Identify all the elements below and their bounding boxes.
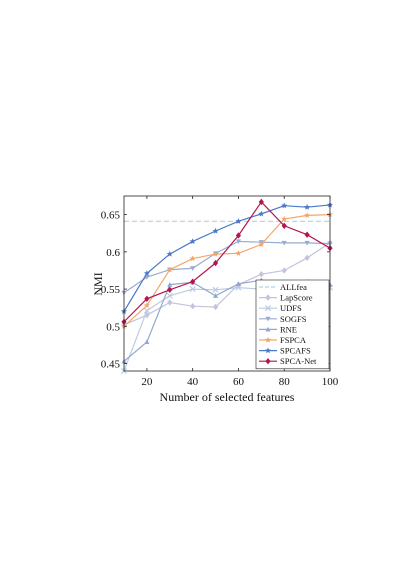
legend-label-allfea: ALLfea (280, 282, 307, 292)
legend-label-rne: RNE (280, 324, 297, 334)
data-point-rne (212, 293, 219, 298)
legend-marker-lapscore (265, 294, 271, 301)
data-point-fspca (166, 266, 173, 273)
x-tick-label: 100 (322, 376, 339, 388)
data-point-fspca (235, 250, 242, 256)
legend-marker-spca-net (265, 358, 271, 365)
data-point-sogfs (281, 240, 287, 246)
data-point-lapscore (304, 254, 310, 262)
legend-label-fspca: FSPCA (280, 335, 307, 345)
legend-marker-fspca (264, 336, 272, 343)
series-line-lapscore (123, 242, 331, 326)
y-tick-label: 0.5 (106, 321, 120, 333)
data-point-spca-net (190, 278, 196, 285)
data-point-spcafs (189, 238, 196, 245)
data-point-lapscore (281, 267, 287, 274)
data-point-spcafs (212, 227, 219, 234)
data-point-fspca (304, 212, 311, 218)
data-point-udfs (189, 286, 196, 293)
data-point-sogfs (304, 240, 310, 246)
series-line-spca-net (123, 201, 331, 323)
y-tick-label: 0.55 (101, 284, 121, 296)
legend-marker-udfs (264, 305, 272, 312)
data-point-spcafs (143, 270, 150, 277)
data-point-fspca (189, 255, 196, 262)
legend-label-lapscore: LapScore (280, 293, 313, 303)
data-point-udfs (143, 307, 150, 314)
data-point-fspca (258, 241, 265, 247)
data-point-fspca (212, 250, 219, 257)
data-point-sogfs (190, 266, 196, 271)
x-tick-label: 60 (233, 376, 245, 388)
data-point-spca-net (258, 198, 264, 206)
x-tick-label: 80 (279, 376, 291, 388)
data-point-spcafs (235, 218, 242, 224)
x-tick-label: 20 (141, 376, 153, 388)
data-point-udfs (212, 286, 219, 293)
data-point-spca-net (304, 231, 310, 238)
legend-label-spca-net: SPCA-Net (280, 356, 317, 366)
data-point-sogfs (235, 239, 242, 245)
x-tick-label: 40 (187, 376, 199, 388)
y-tick-label: 0.65 (101, 210, 121, 222)
legend: ALLfeaLapScoreUDFSSOGFSRNEFSPCASPCAFSSPC… (255, 279, 330, 370)
data-point-fspca (143, 302, 150, 309)
data-point-spcafs (258, 210, 265, 217)
data-point-spca-net (235, 232, 242, 239)
legend-label-udfs: UDFS (280, 303, 302, 313)
data-point-rne (144, 339, 150, 345)
data-point-spcafs (166, 250, 173, 257)
data-point-lapscore (190, 303, 196, 310)
data-point-udfs (166, 292, 173, 299)
y-tick-label: 0.45 (101, 359, 121, 371)
series-line-sogfs (123, 240, 331, 294)
x-axis-label: Number of selected features (160, 390, 295, 404)
data-point-spca-net (167, 286, 173, 294)
data-point-spca-net (144, 295, 150, 302)
data-point-lapscore (258, 270, 264, 278)
data-point-rne (235, 281, 242, 286)
series-line-fspca (123, 214, 331, 327)
y-tick-label: 0.6 (106, 247, 120, 259)
data-point-spca-net (212, 259, 219, 267)
legend-label-sogfs: SOGFS (280, 314, 307, 324)
data-point-fspca (281, 215, 288, 222)
legend-marker-rne (265, 326, 271, 332)
axes-frame (123, 195, 331, 372)
legend-marker-spcafs (264, 347, 272, 354)
legend-label-spcafs: SPCAFS (280, 346, 311, 356)
legend-marker-sogfs (265, 316, 271, 322)
data-point-lapscore (212, 303, 219, 311)
data-point-spcafs (281, 202, 288, 209)
data-point-spca-net (281, 222, 287, 229)
data-point-lapscore (167, 299, 173, 306)
data-point-spcafs (304, 203, 311, 210)
series-line-spcafs (123, 204, 331, 312)
data-point-rne (167, 282, 173, 287)
y-axis-label: NMI (91, 272, 105, 295)
